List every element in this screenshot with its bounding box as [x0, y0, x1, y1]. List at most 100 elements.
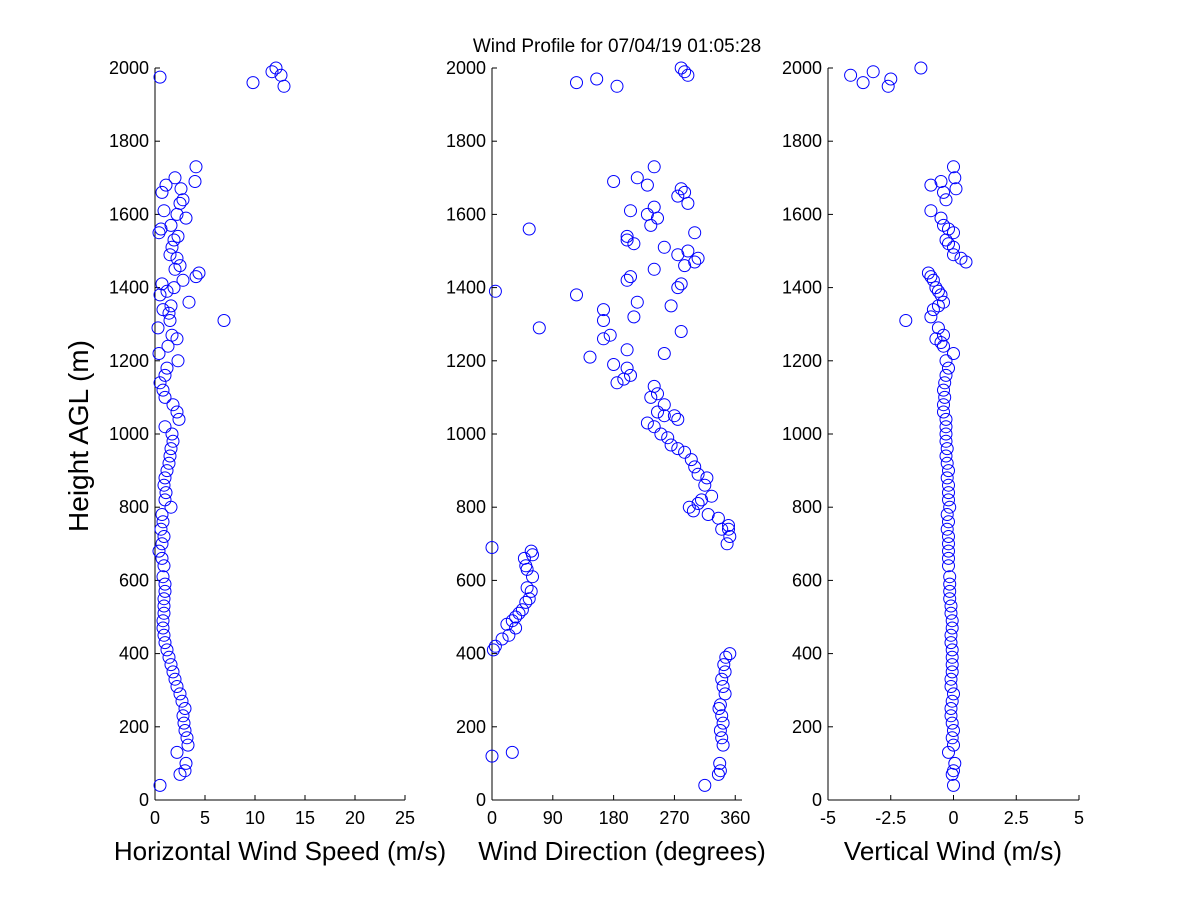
data-point [155, 537, 169, 551]
data-point [488, 639, 502, 653]
data-point [158, 390, 172, 404]
data-point [947, 226, 960, 240]
data-point [157, 559, 171, 573]
data-point [154, 222, 168, 236]
data-point [610, 376, 624, 390]
data-point [945, 650, 959, 664]
data-point [881, 79, 895, 93]
data-point [597, 303, 610, 317]
data-point [681, 244, 695, 258]
data-point [924, 178, 938, 192]
panel-wind-direction: 0 200 400 600 800 1000 1200 1400 1600 1800 2000 0 90… [446, 58, 766, 866]
data-point [160, 361, 174, 375]
data-point [711, 767, 725, 781]
data-point [158, 584, 172, 598]
data-point [942, 745, 955, 759]
data-point [691, 251, 705, 265]
data-point [165, 427, 179, 441]
data-point [939, 354, 953, 368]
data-point [160, 464, 174, 478]
data-point [944, 606, 958, 620]
data-point [657, 240, 671, 254]
data-point [162, 456, 176, 470]
data-point [189, 160, 203, 174]
data-point [678, 259, 692, 273]
data-point [162, 650, 176, 664]
panel-vertical-wind: 0 200 400 600 800 1000 1200 1400 1600 1800 2000 -5 -… [782, 58, 1084, 866]
data-point [944, 636, 958, 650]
data-point [176, 193, 190, 207]
y-tick-label: 600 [119, 570, 149, 590]
data-point [583, 350, 597, 364]
data-point [488, 284, 502, 298]
data-point [929, 332, 943, 346]
data-point [505, 614, 519, 628]
data-point [688, 460, 702, 474]
data-point [671, 442, 685, 456]
data-point [944, 702, 958, 715]
x-tick-label: -5 [820, 808, 836, 828]
data-point [674, 277, 688, 291]
data-point [153, 70, 167, 84]
data-point [160, 284, 174, 298]
data-point [866, 65, 880, 79]
data-point [937, 383, 950, 397]
data-point [713, 698, 727, 712]
y-tick-label: 1800 [782, 131, 822, 151]
data-point [524, 544, 538, 558]
x-tick-label: -2.5 [875, 808, 906, 828]
data-point [942, 530, 955, 543]
data-point [943, 500, 957, 514]
x-tick-label: 10 [245, 808, 265, 828]
data-point [945, 614, 959, 628]
data-point [167, 281, 181, 295]
data-point [713, 764, 727, 778]
data-point [519, 559, 533, 573]
data-point [661, 431, 675, 445]
data-point [627, 237, 641, 251]
data-point [947, 160, 960, 174]
data-point [157, 478, 171, 492]
data-point [947, 687, 960, 701]
data-point [156, 570, 170, 584]
data-point [939, 420, 953, 434]
data-point [485, 749, 499, 763]
data-point [717, 658, 731, 672]
data-point [651, 387, 664, 401]
y-tick-label: 1200 [782, 351, 822, 371]
data-point [160, 643, 174, 657]
data-point [520, 581, 534, 595]
data-point [844, 68, 858, 82]
data-point [570, 76, 583, 90]
data-point [947, 724, 960, 737]
data-point [671, 189, 685, 203]
data-point [947, 764, 960, 778]
data-point [939, 193, 953, 207]
data-point [688, 226, 702, 240]
data-point [716, 680, 730, 693]
data-point [157, 606, 171, 620]
data-point [937, 185, 950, 199]
data-point [657, 398, 671, 412]
data-point [943, 570, 957, 584]
xlabel-horizontal-wind-speed: Horizontal Wind Speed (m/s) [114, 836, 446, 866]
data-point [617, 372, 631, 386]
data-point [182, 295, 196, 309]
y-tick-label: 800 [456, 497, 486, 517]
data-point [944, 599, 958, 613]
data-point [188, 175, 202, 188]
data-point [189, 270, 203, 284]
data-point [664, 438, 678, 452]
data-point [945, 694, 959, 708]
data-point [158, 420, 172, 434]
data-point [156, 621, 170, 635]
data-point [715, 731, 729, 745]
data-point [620, 343, 634, 357]
data-point [943, 584, 957, 598]
data-point [607, 358, 621, 371]
data-point [630, 295, 644, 309]
data-point [667, 409, 681, 423]
data-point [570, 288, 583, 302]
data-point [176, 273, 190, 287]
data-point [959, 255, 973, 269]
